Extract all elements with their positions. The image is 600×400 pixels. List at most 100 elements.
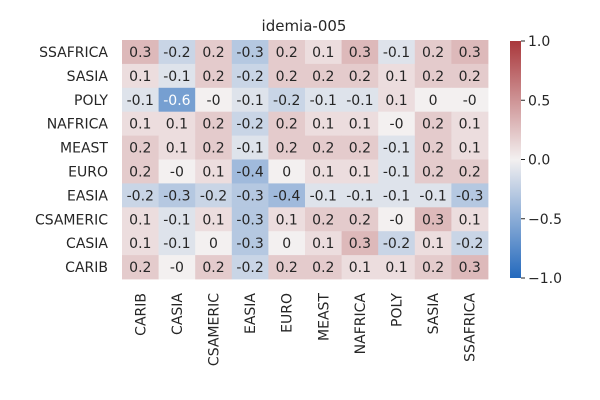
cell-value-label: 0.2	[422, 141, 444, 157]
heatmap-cell	[451, 255, 489, 280]
cell-value-label: -0.1	[236, 141, 263, 157]
cell-value-label: 0.2	[312, 260, 334, 276]
y-tick-label: CARIB	[65, 260, 108, 276]
cell-value-label: 0	[429, 93, 438, 109]
cell-value-label: 0.2	[349, 69, 371, 85]
heatmap-cell	[341, 231, 379, 256]
cell-value-label: 0.1	[459, 141, 481, 157]
heatmap-cell	[378, 231, 416, 256]
cell-value-label: -0.1	[310, 93, 337, 109]
heatmap-cell	[378, 135, 416, 160]
heatmap-cell	[231, 63, 269, 89]
cell-value-label: 0.2	[312, 212, 334, 228]
heatmap-cell	[195, 111, 233, 136]
heatmap-cell	[378, 255, 416, 280]
heatmap-cell	[451, 135, 489, 160]
cell-value-label: -0.2	[200, 188, 227, 204]
cell-value-label: -0.3	[163, 188, 190, 204]
cell-value-label: -0.1	[310, 188, 337, 204]
heatmap-cell	[451, 63, 489, 89]
colorbar-tick-label: 0.5	[528, 93, 550, 109]
x-tick-label: EURO	[280, 293, 296, 333]
cell-value-label: 0.2	[312, 69, 334, 85]
cell-value-label: 0.1	[166, 141, 188, 157]
heatmap-cell	[341, 87, 379, 113]
cell-value-label: 0.2	[422, 164, 444, 180]
cell-value-label: 0.2	[422, 45, 444, 61]
cell-value-label: 0.1	[312, 164, 334, 180]
heatmap-cell	[378, 87, 416, 113]
heatmap-cell	[305, 183, 342, 208]
heatmap-cell	[451, 207, 489, 232]
heatmap-cell	[451, 40, 489, 65]
cell-value-label: -0.1	[236, 93, 263, 109]
cell-value-label: -0.2	[163, 45, 190, 61]
colorbar-tick-label: 1.0	[528, 34, 550, 50]
x-tick-label: SASIA	[426, 293, 442, 335]
y-tick-label: SSAFRICA	[39, 45, 108, 61]
heatmap-cell	[195, 87, 233, 113]
y-axis-tick-labels: SSAFRICA SASIA POLY NAFRICA MEAST EURO EASIA CS…	[35, 45, 108, 276]
cell-value-label: -0.1	[383, 45, 410, 61]
heatmap-cell	[268, 183, 306, 208]
heatmap-cell	[122, 231, 159, 256]
cell-value-label: 0.3	[459, 260, 481, 276]
cell-value-label: -0.4	[273, 188, 300, 204]
cell-value-label: -0.2	[273, 93, 300, 109]
cell-value-label: -0.1	[383, 188, 410, 204]
colorbar-tick-label: −0.5	[528, 212, 562, 228]
heatmap-cell	[122, 207, 159, 232]
heatmap-cell	[341, 159, 379, 184]
heatmap-cell	[158, 255, 196, 280]
heatmap-cell	[158, 40, 196, 65]
cell-value-label: 0	[209, 236, 218, 252]
cell-value-label: 0.2	[422, 260, 444, 276]
cell-value-label: 0.1	[385, 93, 407, 109]
heatmap-cell	[341, 40, 379, 65]
heatmap-cell	[195, 40, 233, 65]
cell-value-label: 0.1	[312, 117, 334, 133]
cell-value-label: 0.2	[129, 164, 151, 180]
x-tick-label: POLY	[390, 293, 406, 327]
heatmap-cell	[305, 40, 342, 65]
cell-value-label: 0.2	[312, 141, 334, 157]
heatmap-cell	[268, 255, 306, 280]
cell-value-label: -0	[390, 212, 404, 228]
cell-value-label: -0.1	[163, 212, 190, 228]
cell-value-label: 0.2	[276, 141, 298, 157]
heatmap-cell	[195, 255, 233, 280]
heatmap-cell	[122, 111, 159, 136]
cell-value-label: 0.1	[385, 260, 407, 276]
heatmap-cell	[158, 159, 196, 184]
colorbar: 1.0 0.5 0.0 −0.5 −1.0	[510, 34, 562, 287]
cell-value-label: 0.1	[129, 212, 151, 228]
cell-value-label: 0.2	[202, 260, 224, 276]
heatmap-cell	[341, 63, 379, 89]
cell-value-label: 0.2	[202, 45, 224, 61]
heatmap-cell	[195, 63, 233, 89]
heatmap-cell	[305, 87, 342, 113]
heatmap-cells	[122, 40, 489, 280]
x-tick-label: MEAST	[316, 293, 332, 341]
cell-value-label: 0.1	[459, 212, 481, 228]
heatmap-cell	[305, 111, 342, 136]
cell-value-label: -0.1	[419, 188, 446, 204]
heatmap-cell	[414, 207, 452, 232]
heatmap-cell	[268, 40, 306, 65]
x-tick-label: CARIB	[133, 293, 149, 336]
heatmap-cell	[231, 159, 269, 184]
heatmap-cell	[122, 63, 159, 89]
cell-value-label: 0.1	[312, 236, 334, 252]
cell-value-label: 0.2	[276, 69, 298, 85]
cell-value-label: -0.2	[236, 69, 263, 85]
heatmap-cell	[195, 231, 233, 256]
cell-value-label: 0.3	[129, 45, 151, 61]
cell-value-label: -0	[207, 93, 221, 109]
y-tick-label: CSAMERIC	[35, 212, 108, 228]
heatmap-cell	[231, 135, 269, 160]
heatmap-cell	[231, 231, 269, 256]
cell-value-label: 0.1	[202, 164, 224, 180]
heatmap-cell	[341, 207, 379, 232]
heatmap-cell	[378, 183, 416, 208]
cell-value-label: 0.1	[349, 117, 371, 133]
